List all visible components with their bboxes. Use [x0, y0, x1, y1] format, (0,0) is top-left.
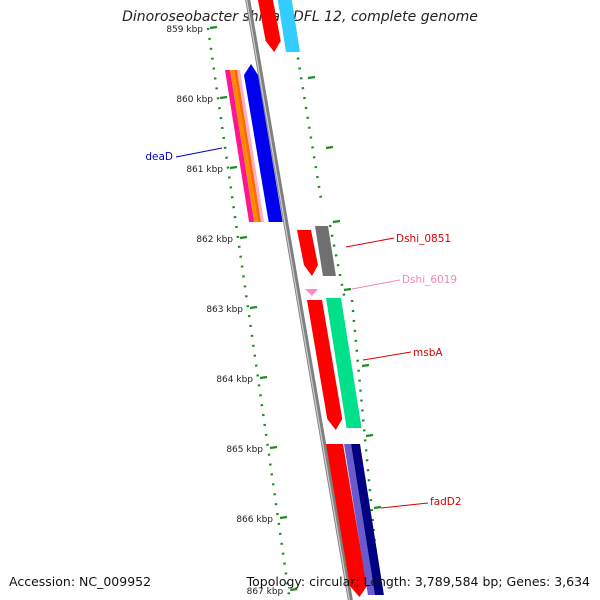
kbp-tick-mark-right: [307, 75, 316, 80]
gene-dshi-6019[interactable]: [305, 289, 318, 296]
genome-backbone: [245, 0, 353, 600]
gene-fadD2[interactable]: [351, 444, 384, 595]
label-dshi-6019-leader: [351, 279, 401, 290]
kbp-tick-label: 866 kbp: [236, 515, 273, 525]
gene-stripe-pink[interactable]: [237, 70, 265, 222]
gene-stripe-orange-2[interactable]: [234, 70, 262, 222]
ruler-dotted-right-upper: [291, 27, 324, 206]
label-deaD[interactable]: deaD: [145, 151, 173, 163]
label-msbA[interactable]: msbA: [413, 347, 443, 359]
kbp-tick-mark: [229, 165, 238, 170]
gene-top-red[interactable]: [257, 0, 281, 52]
gene-stripe-orange[interactable]: [230, 70, 259, 222]
label-fadD2-leader: [380, 502, 429, 509]
kbp-tick-label: 862 kbp: [196, 235, 233, 245]
kbp-tick-mark: [239, 235, 248, 240]
gene-stripe-magenta[interactable]: [225, 70, 255, 222]
gene-msbA[interactable]: [326, 298, 362, 428]
backbone-line: [245, 0, 353, 600]
kbp-tick-mark: [259, 375, 268, 380]
label-fadD2[interactable]: fadD2: [430, 496, 462, 508]
kbp-tick-label: 859 kbp: [166, 25, 203, 35]
kbp-tick-mark: [290, 587, 298, 592]
label-dshi-0851[interactable]: Dshi_0851: [396, 233, 451, 245]
label-dshi-0851-leader: [345, 237, 395, 248]
kbp-tick-mark: [219, 95, 228, 100]
topology-text: Topology: circular; Length: 3,789,584 bp…: [246, 574, 590, 589]
kbp-tick-label: 865 kbp: [226, 445, 263, 455]
gene-features: [225, 0, 384, 597]
kbp-tick-mark-right: [365, 433, 374, 438]
gene-labels: deaD Dshi_0851 Dshi_6019 msbA fadD2: [145, 147, 462, 509]
kbp-tick-label: 860 kbp: [176, 95, 213, 105]
gene-fadD2-slate[interactable]: [344, 444, 375, 595]
gene-top-cyan[interactable]: [277, 0, 301, 52]
kbp-tick-label: 863 kbp: [206, 305, 243, 315]
label-dshi-6019[interactable]: Dshi_6019: [402, 274, 457, 286]
kbp-tick-mark-right: [373, 505, 382, 510]
map-title: Dinoroseobacter shibae DFL 12, complete …: [122, 9, 478, 25]
gene-deaD[interactable]: [244, 64, 283, 222]
backbone-highlight: [246, 0, 350, 600]
kbp-tick-mark: [279, 515, 288, 520]
accession-text: Accession: NC_009952: [9, 574, 152, 589]
kbp-tick-mark-right: [332, 219, 341, 224]
kbp-tick-label: 864 kbp: [216, 375, 253, 385]
kbp-tick-label: 861 kbp: [186, 165, 223, 175]
kbp-tick-mark-right: [325, 145, 334, 150]
ruler-ticks: 859 kbp 860 kbp 861 kbp 862 kbp 863 kbp 864 k…: [166, 25, 382, 597]
kbp-tick-mark-right: [361, 363, 370, 368]
kbp-tick-mark-right: [343, 287, 352, 292]
gene-fadD2-red[interactable]: [326, 444, 367, 597]
label-deaD-leader: [175, 147, 223, 158]
kbp-tick-mark: [269, 445, 278, 450]
gene-msbA-red[interactable]: [307, 300, 343, 430]
kbp-tick-label: 867 kbp: [247, 587, 284, 597]
gene-dshi-0851[interactable]: [315, 226, 336, 276]
gene-dshi-0851-red[interactable]: [297, 230, 318, 276]
kbp-tick-mark: [249, 305, 258, 310]
label-msbA-leader: [362, 351, 412, 361]
kbp-tick-mark: [209, 25, 218, 30]
